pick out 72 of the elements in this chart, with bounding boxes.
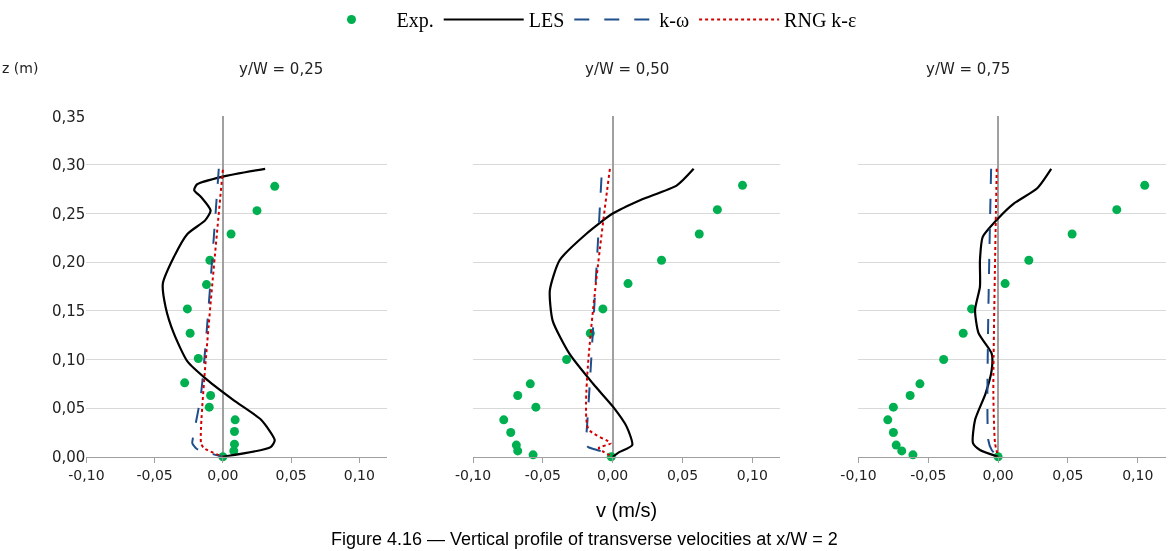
point [657, 255, 667, 265]
point [888, 402, 898, 412]
point [738, 180, 748, 190]
x-tick-label: 0,00 [207, 466, 239, 483]
x-tick-label: -0,05 [910, 466, 947, 483]
point [226, 229, 236, 239]
point [712, 205, 722, 215]
point [694, 229, 704, 239]
x-tick-label: -0,05 [136, 466, 173, 483]
point [252, 206, 262, 216]
point [182, 304, 192, 314]
point [897, 446, 907, 456]
chart-title: y/W = 0,25 [239, 60, 324, 78]
x-tick-label: 0,00 [982, 466, 1014, 483]
legend-label: LES [528, 9, 565, 32]
legend-label: k-ω [659, 9, 690, 32]
point [270, 181, 280, 191]
x-axis-title: v (m/s) [596, 499, 658, 521]
x-tick-label: -0,05 [524, 466, 561, 483]
x-tick-label: 0,05 [666, 466, 699, 483]
point [513, 446, 523, 456]
point [939, 354, 949, 364]
y-tick-label: 0,10 [52, 350, 86, 369]
x-tick-label: 0,10 [736, 466, 768, 483]
x-tick-label: 0,10 [1122, 466, 1154, 483]
legend-label: Exp. [396, 9, 434, 33]
point [915, 379, 925, 389]
chart-title: y/W = 0,75 [926, 60, 1011, 78]
y-tick-label: 0,05 [52, 399, 86, 418]
x-tick-label: 0,05 [1052, 466, 1084, 483]
point [1000, 279, 1010, 289]
x-tick-label: 0,10 [343, 466, 375, 483]
chart-title: y/W = 0,50 [585, 60, 670, 78]
point [958, 328, 968, 338]
point [185, 328, 195, 338]
x-tick-label: 0,05 [275, 466, 307, 483]
y-tick-label: 0,20 [52, 253, 86, 272]
point [513, 390, 523, 400]
point [1112, 205, 1122, 215]
point [193, 354, 203, 364]
point [206, 390, 216, 400]
point [1024, 255, 1034, 265]
y-tick-label: 0,00 [52, 448, 86, 467]
point [562, 354, 572, 364]
point [230, 415, 240, 425]
point [531, 402, 541, 412]
point [891, 440, 901, 450]
x-tick-label: -0,10 [840, 466, 877, 483]
y-tick-label: 0,15 [52, 302, 86, 321]
point [506, 427, 516, 437]
point [905, 390, 915, 400]
point [623, 279, 633, 289]
point [525, 379, 535, 389]
point [180, 378, 190, 388]
point [499, 415, 509, 425]
point [1067, 229, 1077, 239]
y-tick-label: 0,30 [52, 156, 86, 175]
point [229, 426, 239, 436]
y-tick-label: 0,35 [52, 107, 86, 126]
point [204, 402, 214, 412]
caption: Figure 4.16 — Vertical profile of transverse velocities at x/W = 2 [331, 529, 838, 549]
x-tick-label: -0,10 [454, 466, 492, 483]
y-axis-title: z (m) [2, 60, 39, 76]
x-tick-label: 0,00 [597, 466, 629, 483]
point [883, 415, 893, 425]
point [888, 427, 898, 437]
point [598, 304, 608, 314]
y-tick-label: 0,25 [52, 204, 86, 223]
point [202, 280, 211, 290]
legend-label: RNG k-ε [784, 9, 857, 32]
point [1140, 180, 1150, 190]
x-tick-label: -0,10 [68, 466, 105, 483]
